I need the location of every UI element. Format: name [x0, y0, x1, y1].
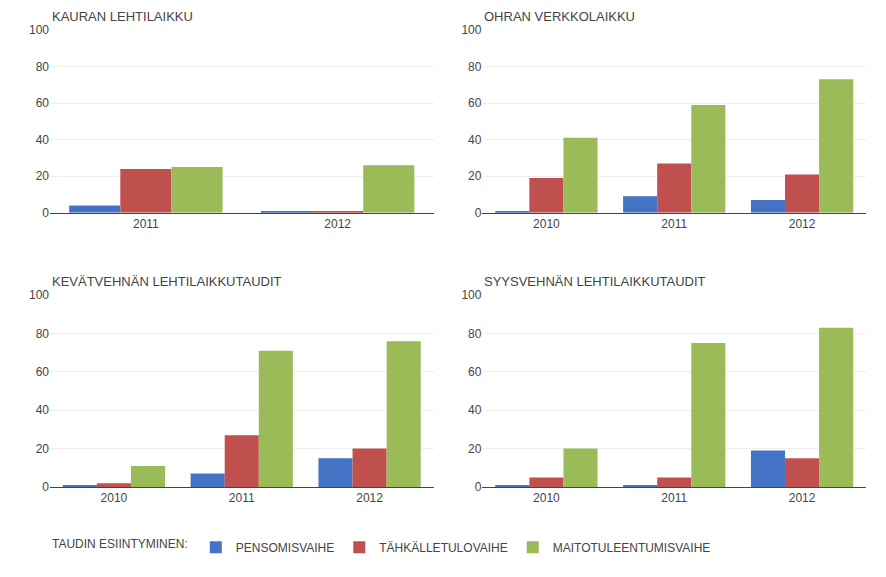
svg-text:2011: 2011	[229, 491, 255, 505]
svg-text:80: 80	[468, 60, 482, 74]
svg-text:60: 60	[36, 96, 50, 110]
svg-text:2010: 2010	[533, 491, 560, 505]
svg-text:KEVÄTVEHNÄN LEHTILAIKKUTAUDIT: KEVÄTVEHNÄN LEHTILAIKKUTAUDIT	[52, 274, 282, 289]
svg-text:PENSOMISVAIHE: PENSOMISVAIHE	[236, 541, 334, 555]
svg-text:TÄHKÄLLETULOVAIHE: TÄHKÄLLETULOVAIHE	[379, 541, 507, 555]
svg-text:80: 80	[468, 327, 482, 341]
svg-text:100: 100	[461, 288, 481, 302]
svg-text:20: 20	[468, 169, 482, 183]
svg-text:SYYSVEHNÄN LEHTILAIKKUTAUDIT: SYYSVEHNÄN LEHTILAIKKUTAUDIT	[484, 274, 706, 289]
svg-text:40: 40	[468, 403, 482, 417]
svg-text:2011: 2011	[133, 217, 159, 231]
svg-text:0: 0	[42, 206, 49, 220]
svg-text:100: 100	[29, 23, 49, 37]
svg-text:40: 40	[468, 133, 482, 147]
svg-text:0: 0	[475, 206, 482, 220]
svg-text:MAITOTULEENTUMISVAIHE: MAITOTULEENTUMISVAIHE	[553, 541, 711, 555]
svg-text:KAURAN LEHTILAIKKU: KAURAN LEHTILAIKKU	[52, 9, 193, 24]
svg-text:60: 60	[36, 365, 50, 379]
svg-text:80: 80	[36, 327, 50, 341]
svg-text:2012: 2012	[356, 491, 383, 505]
svg-text:20: 20	[36, 442, 50, 456]
svg-text:80: 80	[36, 60, 50, 74]
svg-text:OHRAN VERKKOLAIKKU: OHRAN VERKKOLAIKKU	[484, 9, 635, 24]
svg-text:60: 60	[468, 96, 482, 110]
svg-text:2012: 2012	[789, 491, 816, 505]
svg-text:100: 100	[29, 288, 49, 302]
svg-text:0: 0	[475, 480, 482, 494]
svg-text:2011: 2011	[661, 491, 687, 505]
svg-text:2012: 2012	[789, 217, 816, 231]
svg-text:2010: 2010	[533, 217, 560, 231]
svg-text:TAUDIN ESIINTYMINEN:: TAUDIN ESIINTYMINEN:	[52, 537, 188, 551]
svg-text:2012: 2012	[324, 217, 351, 231]
svg-text:40: 40	[36, 133, 50, 147]
svg-text:2010: 2010	[101, 491, 128, 505]
svg-text:2011: 2011	[661, 217, 687, 231]
svg-text:40: 40	[36, 403, 50, 417]
svg-text:20: 20	[468, 442, 482, 456]
svg-text:100: 100	[461, 23, 481, 37]
svg-text:0: 0	[42, 480, 49, 494]
svg-text:20: 20	[36, 169, 50, 183]
svg-text:60: 60	[468, 365, 482, 379]
